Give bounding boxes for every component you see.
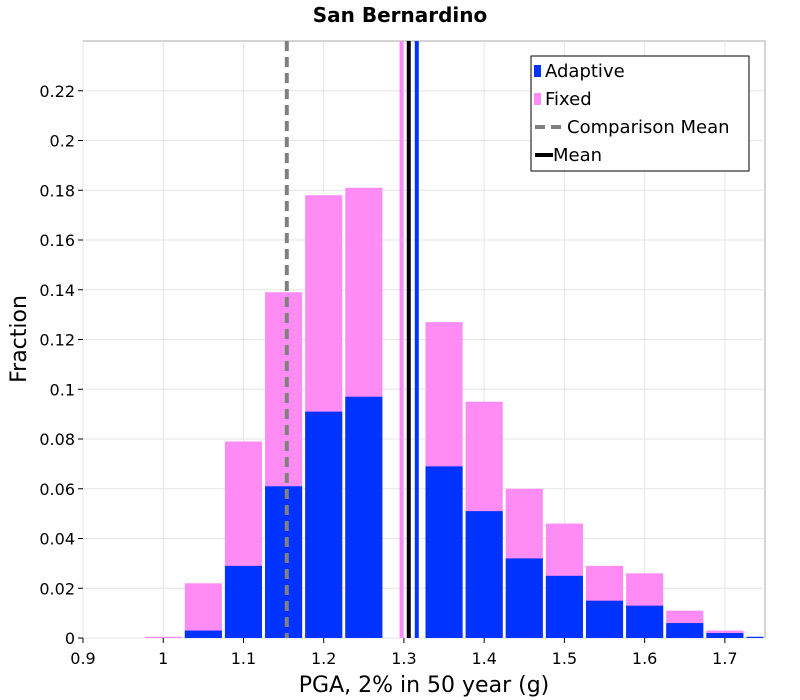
bar-adaptive bbox=[305, 411, 343, 638]
bar-adaptive bbox=[184, 630, 222, 638]
bar-fixed bbox=[144, 636, 182, 638]
bar-adaptive bbox=[425, 466, 463, 638]
x-axis-label: PGA, 2% in 50 year (g) bbox=[299, 673, 550, 698]
y-tick-label: 0.04 bbox=[39, 530, 75, 549]
y-tick-label: 0.16 bbox=[39, 231, 75, 250]
legend-swatch bbox=[534, 65, 541, 77]
bar-adaptive bbox=[505, 558, 543, 638]
bar-series bbox=[144, 187, 764, 638]
y-tick-label: 0.1 bbox=[50, 380, 75, 399]
bar-adaptive bbox=[585, 600, 624, 638]
x-tick-label: 1.1 bbox=[231, 649, 256, 668]
y-tick-label: 0.2 bbox=[50, 132, 75, 151]
x-tick-label: 1.7 bbox=[712, 649, 737, 668]
x-tick-label: 1.4 bbox=[471, 649, 496, 668]
y-tick-label: 0.14 bbox=[39, 281, 75, 300]
bar-adaptive bbox=[706, 633, 744, 638]
legend-label: Comparison Mean bbox=[567, 117, 730, 138]
y-axis-ticks: 0 0.02 0.04 0.06 0.08 0.1 0.12 0.14 0.16 0.18 0.2 0… bbox=[39, 82, 83, 648]
x-tick-label: 1.2 bbox=[311, 649, 336, 668]
bar-fixed bbox=[184, 583, 222, 638]
legend-swatch bbox=[534, 93, 541, 105]
legend: Adaptive Fixed Comparison Mean Mean bbox=[530, 55, 750, 172]
y-tick-label: 0.02 bbox=[39, 579, 75, 598]
bar-adaptive bbox=[666, 623, 704, 638]
y-axis-label: Fraction bbox=[7, 295, 32, 383]
bar-adaptive bbox=[545, 575, 583, 638]
x-tick-label: 1.5 bbox=[552, 649, 577, 668]
y-tick-label: 0.12 bbox=[39, 331, 75, 350]
y-tick-label: 0 bbox=[65, 629, 75, 648]
bar-adaptive bbox=[224, 565, 263, 638]
x-tick-label: 1.3 bbox=[391, 649, 416, 668]
legend-label: Mean bbox=[553, 145, 602, 166]
bar-adaptive bbox=[265, 486, 303, 638]
chart-title: San Bernardino bbox=[313, 3, 488, 27]
x-axis-ticks: 0.9 1 1.1 1.2 1.3 1.4 1.5 1.6 1.7 bbox=[70, 638, 738, 668]
bar-adaptive bbox=[746, 636, 764, 638]
x-tick-label: 1.6 bbox=[632, 649, 657, 668]
legend-box bbox=[530, 55, 750, 172]
legend-label: Adaptive bbox=[545, 61, 625, 82]
bar-adaptive bbox=[465, 511, 503, 638]
x-tick-label: 1 bbox=[158, 649, 168, 668]
x-tick-label: 0.9 bbox=[70, 649, 95, 668]
legend-label: Fixed bbox=[545, 89, 592, 110]
y-tick-label: 0.18 bbox=[39, 181, 75, 200]
reference-lines bbox=[284, 41, 419, 638]
bar-adaptive bbox=[345, 396, 383, 638]
y-tick-label: 0.06 bbox=[39, 480, 75, 499]
y-tick-label: 0.22 bbox=[39, 82, 75, 101]
y-tick-label: 0.08 bbox=[39, 430, 75, 449]
bar-adaptive bbox=[626, 605, 664, 638]
